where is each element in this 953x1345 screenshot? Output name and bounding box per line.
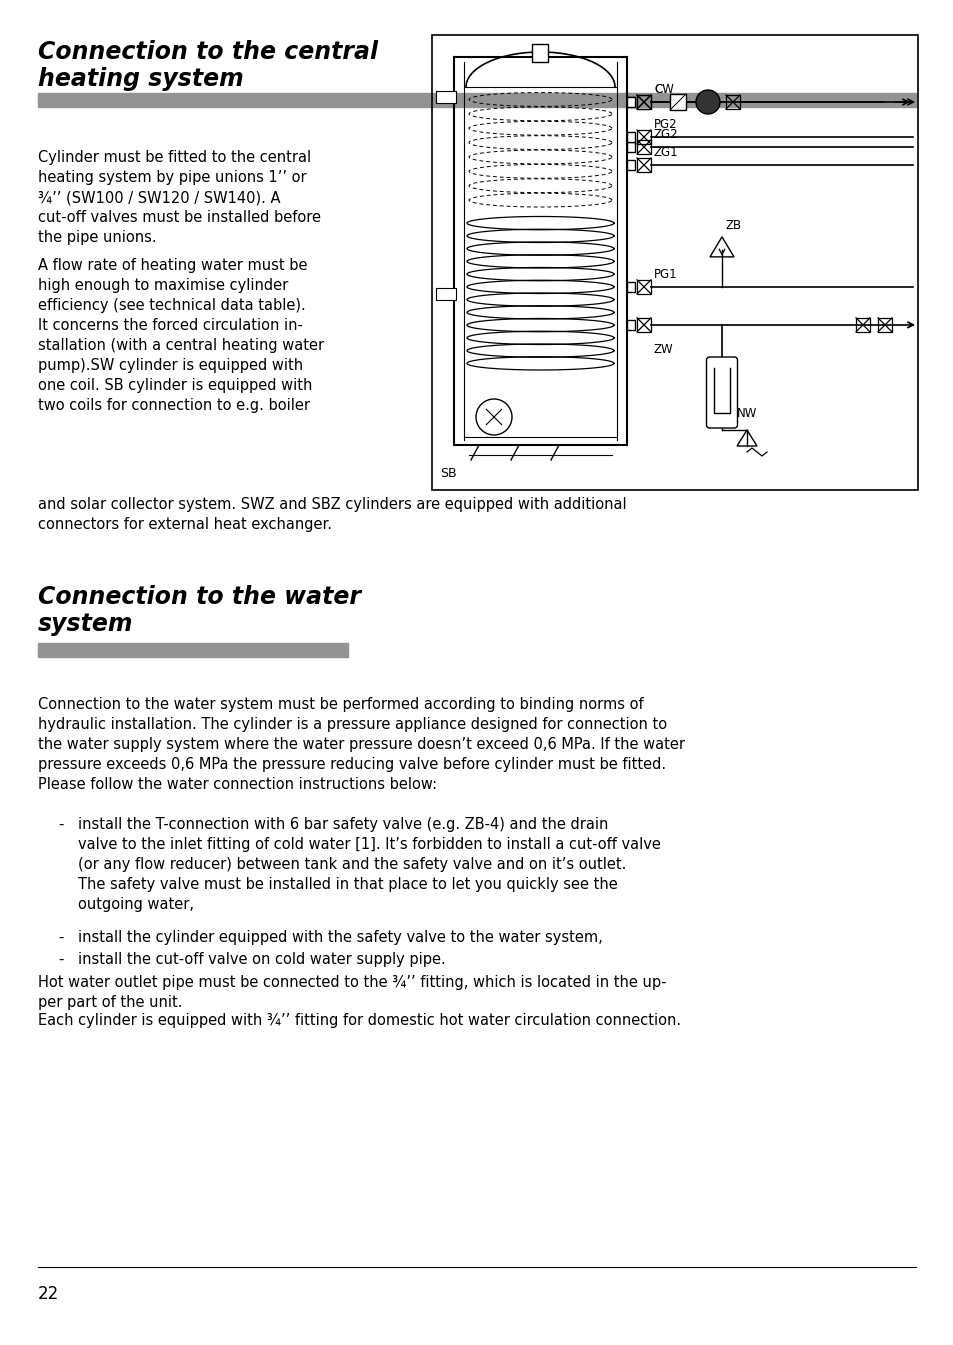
Bar bbox=[626, 97, 635, 108]
Bar bbox=[626, 143, 635, 152]
Text: ZG1: ZG1 bbox=[654, 147, 678, 159]
Text: Connection to the water
system: Connection to the water system bbox=[38, 585, 360, 636]
Bar bbox=[637, 157, 650, 172]
Circle shape bbox=[476, 399, 512, 434]
Text: Each cylinder is equipped with ¾’’ fitting for domestic hot water circulation co: Each cylinder is equipped with ¾’’ fitti… bbox=[38, 1013, 680, 1028]
Text: ZG2: ZG2 bbox=[654, 128, 678, 141]
Text: ZW: ZW bbox=[654, 343, 673, 356]
Text: Cylinder must be fitted to the central
heating system by pipe unions 1’’ or
¾’’ : Cylinder must be fitted to the central h… bbox=[38, 151, 320, 245]
Text: 22: 22 bbox=[38, 1284, 59, 1303]
Bar bbox=[432, 35, 917, 490]
Text: PG2: PG2 bbox=[654, 118, 677, 130]
Bar bbox=[637, 317, 650, 332]
Bar bbox=[669, 94, 685, 110]
Bar bbox=[637, 95, 650, 109]
Bar bbox=[626, 320, 635, 330]
Text: install the cut-off valve on cold water supply pipe.: install the cut-off valve on cold water … bbox=[78, 952, 445, 967]
Text: C: C bbox=[654, 83, 661, 95]
Bar bbox=[725, 95, 740, 109]
Text: A flow rate of heating water must be
high enough to maximise cylinder
efficiency: A flow rate of heating water must be hig… bbox=[38, 258, 324, 413]
Bar bbox=[626, 132, 635, 143]
Text: Hot water outlet pipe must be connected to the ¾’’ fitting, which is located in : Hot water outlet pipe must be connected … bbox=[38, 975, 666, 1010]
Text: Connection to the central
heating system: Connection to the central heating system bbox=[38, 40, 377, 91]
Bar bbox=[637, 140, 650, 153]
Bar bbox=[877, 317, 891, 332]
Text: -: - bbox=[58, 929, 63, 946]
Text: -: - bbox=[58, 952, 63, 967]
Text: and solar collector system. SWZ and SBZ cylinders are equipped with additional
c: and solar collector system. SWZ and SBZ … bbox=[38, 498, 626, 533]
Bar bbox=[626, 160, 635, 169]
Bar bbox=[38, 643, 348, 656]
Bar bbox=[436, 288, 456, 300]
FancyBboxPatch shape bbox=[706, 356, 737, 428]
Bar bbox=[532, 44, 548, 62]
Bar bbox=[626, 282, 635, 292]
Text: ZB: ZB bbox=[725, 219, 741, 231]
Text: Connection to the water system must be performed according to binding norms of
h: Connection to the water system must be p… bbox=[38, 697, 684, 792]
Bar bbox=[855, 317, 869, 332]
Bar bbox=[436, 91, 456, 104]
Text: NW: NW bbox=[736, 408, 756, 420]
Bar bbox=[38, 93, 915, 108]
Circle shape bbox=[696, 90, 720, 114]
Bar bbox=[626, 97, 635, 108]
Bar bbox=[637, 95, 650, 109]
Bar bbox=[637, 130, 650, 144]
Text: CW: CW bbox=[654, 83, 673, 95]
Text: PG1: PG1 bbox=[654, 268, 677, 281]
Text: -: - bbox=[58, 816, 63, 833]
Text: install the cylinder equipped with the safety valve to the water system,: install the cylinder equipped with the s… bbox=[78, 929, 602, 946]
Text: install the T-connection with 6 bar safety valve (e.g. ZB-4) and the drain
valve: install the T-connection with 6 bar safe… bbox=[78, 816, 660, 912]
Text: SB: SB bbox=[439, 467, 456, 480]
Bar bbox=[637, 280, 650, 293]
